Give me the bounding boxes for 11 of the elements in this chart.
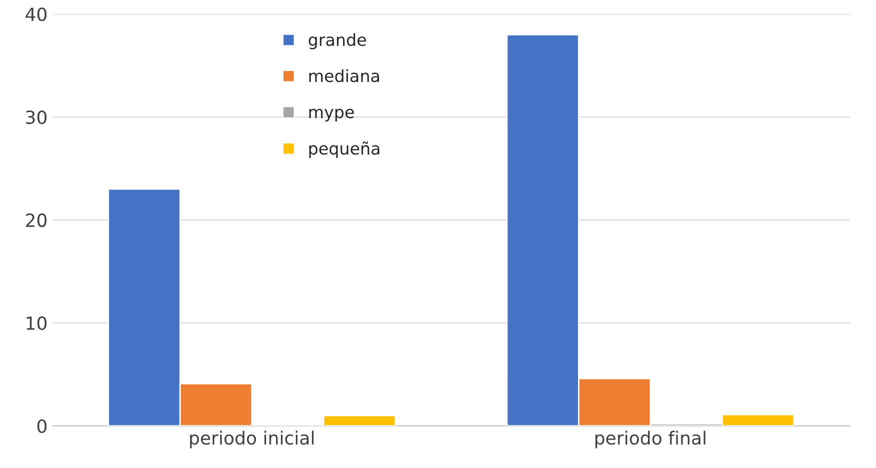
- y-tick-label: 40: [26, 8, 46, 22]
- x-tick-label: periodo inicial: [190, 430, 314, 448]
- legend-label: mediana: [309, 69, 379, 82]
- y-tick-label: 10: [26, 316, 46, 330]
- legend-label: pequeña: [309, 142, 380, 158]
- legend-label: grande: [308, 33, 366, 50]
- x-tick-label: periodo final: [595, 430, 706, 448]
- legend-label: mype: [309, 108, 354, 122]
- y-tick-label: 0: [37, 419, 46, 433]
- y-tick-label: 30: [26, 110, 46, 124]
- y-tick-label: 20: [26, 213, 46, 228]
